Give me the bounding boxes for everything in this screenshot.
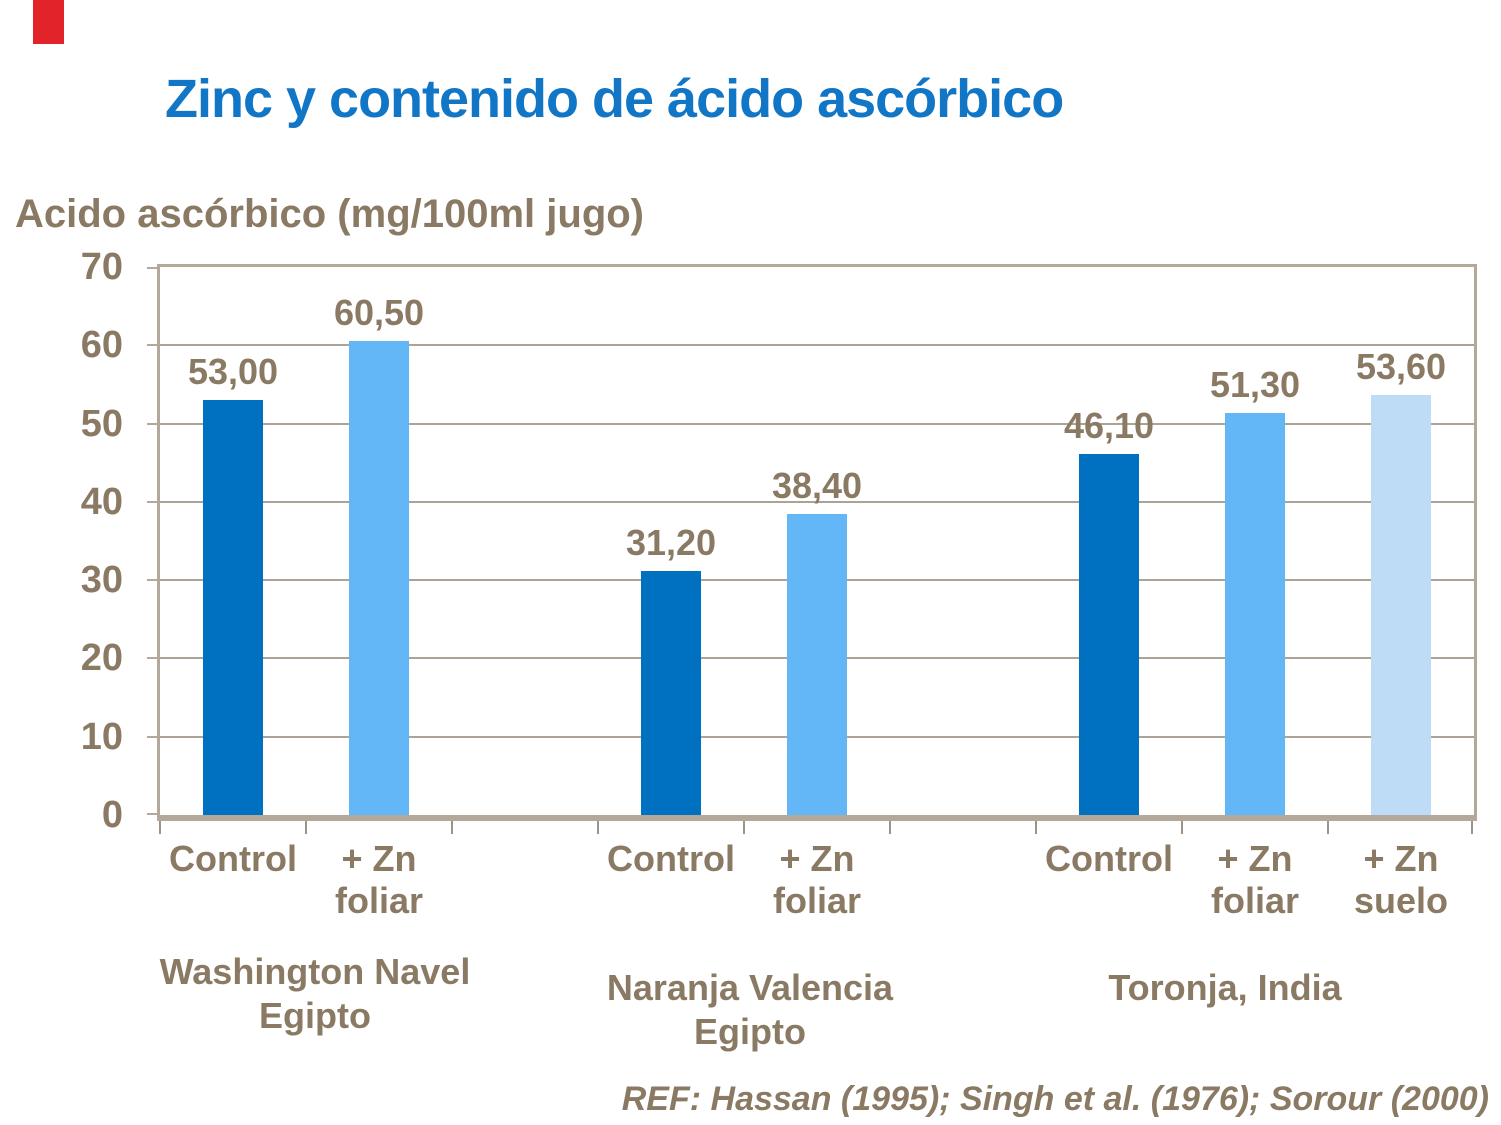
gridline [160,422,1474,425]
x-tick-mark [451,821,453,834]
y-tick-mark [147,267,157,269]
x-category-label: Control [1045,838,1173,879]
bar [641,570,701,815]
gridline [160,500,1474,503]
y-tick-label: 50 [80,402,123,445]
y-tick-label: 70 [80,246,123,288]
y-tick-mark [147,657,157,660]
x-tick-mark [1327,821,1329,834]
y-tick-label: 60 [80,324,123,367]
group-label: Naranja Valencia Egipto [606,967,894,1052]
x-tick-mark [1035,821,1037,834]
y-tick-mark [147,813,157,815]
group-label: Toronja, India [1108,967,1342,1008]
bar [349,341,409,815]
y-tick-mark [147,344,157,347]
plot-area: 0 10 20 30 40 50 60 70 53,00 Control 60,50 + Zn foli… [81,247,1477,1052]
x-category-label: Control [607,838,735,879]
bar-value-label: 38,40 [771,465,863,507]
x-tick-mark [1181,821,1183,834]
x-category-label: + Zn suelo [1353,838,1449,921]
bar-value-label: 53,60 [1355,346,1447,388]
bar-value-label: 31,20 [625,521,717,563]
y-tick-label: 0 [101,794,123,836]
x-tick-mark [1471,821,1473,834]
x-tick-mark [305,821,307,834]
y-tick-label: 30 [80,559,123,602]
y-tick-label: 10 [80,715,123,758]
x-tick-mark [889,821,891,834]
x-tick-mark [597,821,599,834]
x-tick-mark [743,821,745,834]
bar [1371,395,1431,815]
bar-value-label: 46,10 [1063,405,1155,447]
y-tick-label: 20 [80,637,123,680]
y-tick-mark [147,500,157,503]
y-tick-mark [147,579,157,582]
x-category-label: Control [169,838,297,879]
x-category-label: + Zn foliar [1210,838,1299,921]
y-tick-mark [147,735,157,738]
corner-accent-red-block [33,0,64,44]
x-category-label: + Zn foliar [772,838,861,921]
bar [1079,454,1139,815]
gridline [160,344,1474,347]
group-label: Washington Navel Egipto [159,951,471,1036]
bar [1225,413,1285,815]
y-tick-label: 40 [80,480,123,523]
reference-text: REF: Hassan (1995); Singh et al. (1976);… [621,1080,1489,1118]
chart-title: Zinc y contenido de ácido ascórbico [165,69,1064,129]
bar-value-label: 53,00 [187,351,279,393]
bar [203,400,263,815]
bar-value-label: 51,30 [1209,364,1301,406]
x-category-label: + Zn foliar [334,838,423,921]
bar [787,514,847,815]
y-axis-title: Acido ascórbico (mg/100ml jugo) [15,192,645,236]
bar-value-label: 60,50 [333,292,425,334]
y-tick-mark [147,422,157,425]
x-tick-mark [159,821,161,834]
